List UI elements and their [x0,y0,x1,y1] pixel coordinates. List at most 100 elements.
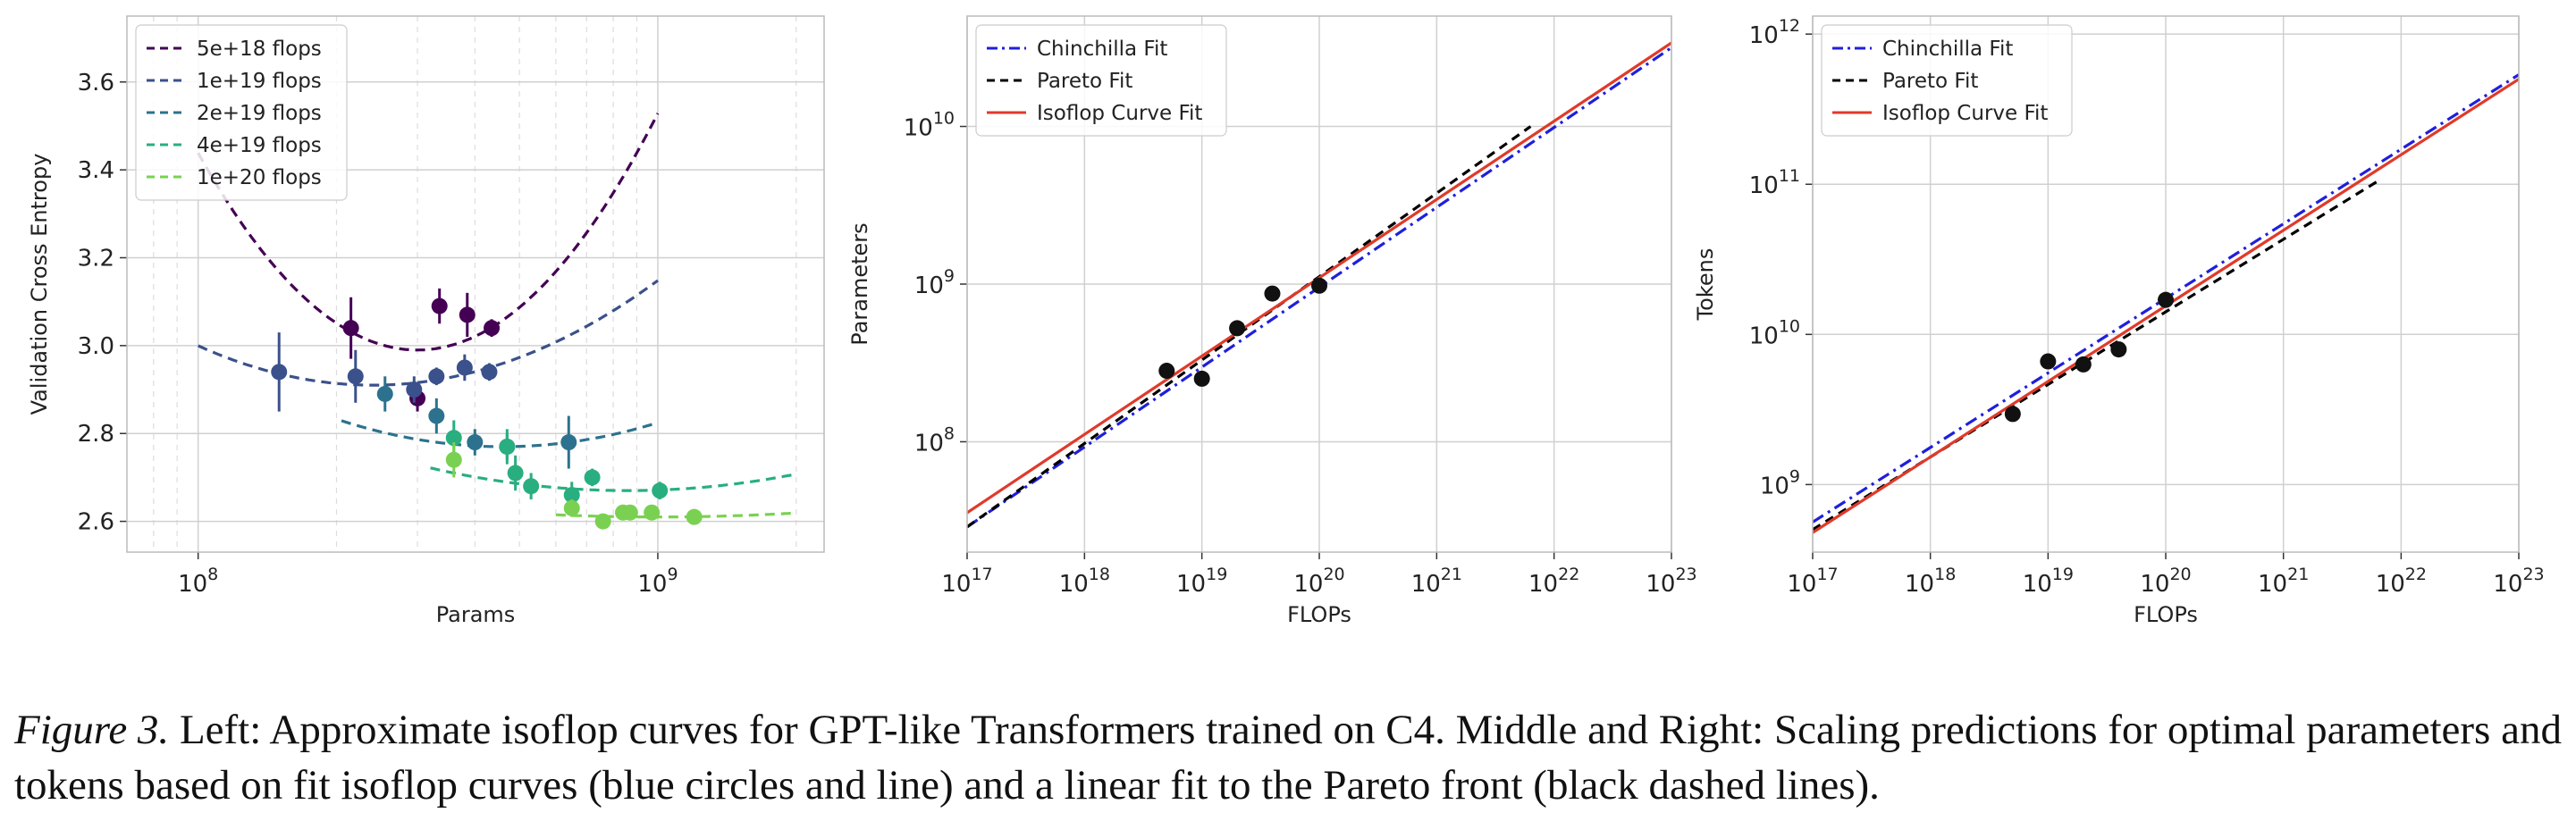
legend-label-1e-20-flops: 1e+20 flops [197,166,322,189]
optimal-tokens-panel: 1017 1018 1019 1020 1021 1022 1023 109 1010 1011 1… [1693,15,2545,627]
plot-content [197,113,797,530]
data-point [445,451,462,468]
y-tick-label: 3.2 [78,245,114,272]
x-tick-label: 1018 [1905,565,1956,598]
x-tick-label: 1019 [2023,565,2074,598]
x-tick-label: 1023 [2493,565,2544,598]
y-tick-label: 2.6 [78,509,114,536]
plot-frame [966,15,1672,553]
data-point [563,487,580,504]
data-point [459,306,476,323]
legend-label-isoflop-curve-fit: Isoflop Curve Fit [1882,102,2048,125]
legend-label-1e-19-flops: 1e+19 flops [197,70,322,93]
x-tick-label: 1022 [2376,565,2427,598]
x-axis-label: FLOPs [1287,602,1351,627]
fit-curve-5e-18-flops [197,113,660,352]
data-point [467,434,484,451]
x-axis-label: FLOPs [2134,602,2198,627]
x-tick-label: 1021 [2258,565,2309,598]
optimal-point [2110,341,2127,358]
x-tick-label: 1020 [1293,565,1344,598]
legend-label-pareto-fit: Pareto Fit [1882,70,1978,93]
data-point [594,513,611,530]
caption-lead: Figure 3. [14,707,170,753]
data-point [445,430,462,447]
data-point [584,469,601,486]
data-point [652,482,669,499]
isoflop-curves-panel: 108 109 2.6 2.8 3.0 3.2 3.4 3.6 Params Validation… [27,15,825,627]
data-point [428,407,445,424]
plot-content [1813,73,2519,534]
x-tick-label: 1021 [1411,565,1462,598]
optimal-point [2040,353,2057,370]
legend-label-5e-18-flops: 5e+18 flops [197,38,322,61]
figure-caption: Figure 3. Left: Approximate isoflop curv… [14,702,2571,813]
fit-curve-4e-19-flops [430,466,797,492]
data-point [499,438,516,455]
data-point [456,359,473,376]
data-point [271,364,288,381]
x-axis-label: Params [436,602,516,627]
caption-text: Left: Approximate isoflop curves for GPT… [14,707,2562,809]
optimal-point [1229,320,1246,337]
data-point [560,434,577,451]
data-point [406,381,423,398]
x-tick-label: 1017 [941,565,992,598]
x-tick-label: 1019 [1176,565,1227,598]
y-tick-label: 108 [914,423,955,457]
legend-box [975,24,1227,137]
optimal-point [1158,363,1175,380]
data-point [563,499,580,516]
legend-label-chinchilla-fit: Chinchilla Fit [1882,38,2013,61]
data-point [428,368,445,385]
y-axis-label: Parameters [847,222,872,345]
optimal-point [1311,277,1327,294]
x-tick-label: 109 [637,565,678,598]
optimal-parameters-panel: 1017 1018 1019 1020 1021 1022 1023 108 109 1010 FL… [847,15,1697,627]
x-tick-label: 1017 [1787,565,1838,598]
data-point [523,478,540,495]
y-tick-label: 109 [914,266,955,299]
y-tick-label: 1010 [904,109,955,142]
optimal-point [1264,285,1281,302]
x-tick-label: 1022 [1528,565,1579,598]
data-point [376,385,393,402]
legend-label-pareto-fit: Pareto Fit [1037,70,1132,93]
data-point [342,320,359,337]
y-axis-label: Validation Cross Entropy [27,154,52,415]
plot-frame [126,15,825,553]
legend-label-4e-19-flops: 4e+19 flops [197,134,322,157]
legend-label-chinchilla-fit: Chinchilla Fit [1037,38,1167,61]
y-tick-label: 2.8 [78,421,114,448]
x-tick-label: 108 [178,565,218,598]
x-tick-label: 1023 [1646,565,1696,598]
y-tick-label: 1011 [1749,166,1800,199]
y-tick-label: 3.4 [78,157,114,184]
plot-content [967,41,1671,529]
data-point [621,504,638,521]
y-tick-label: 3.6 [78,70,114,96]
legend-box [1821,24,2073,137]
data-point [431,297,448,314]
optimal-point [2075,356,2092,373]
data-point [644,504,661,521]
y-tick-label: 109 [1760,466,1800,499]
legend-box [135,24,348,201]
data-point [507,465,524,482]
data-point [481,364,498,381]
plot-frame [1812,15,2520,553]
fit-curve-1e-20-flops [555,511,796,519]
x-tick-label: 1018 [1059,565,1110,598]
x-tick-label: 1020 [2140,565,2191,598]
optimal-point [2004,406,2021,423]
legend-label-2e-19-flops: 2e+19 flops [197,102,322,125]
fit-line-pareto-fit [967,125,1532,529]
y-tick-label: 1012 [1749,16,1800,49]
data-point [686,508,703,525]
optimal-point [1193,370,1210,387]
figure-canvas: 108 109 2.6 2.8 3.0 3.2 3.4 3.6 Params Validation… [27,15,2545,627]
data-point [484,320,501,337]
y-tick-label: 1010 [1749,316,1800,349]
legend-label-isoflop-curve-fit: Isoflop Curve Fit [1037,102,1202,125]
y-axis-label: Tokens [1693,248,1718,322]
